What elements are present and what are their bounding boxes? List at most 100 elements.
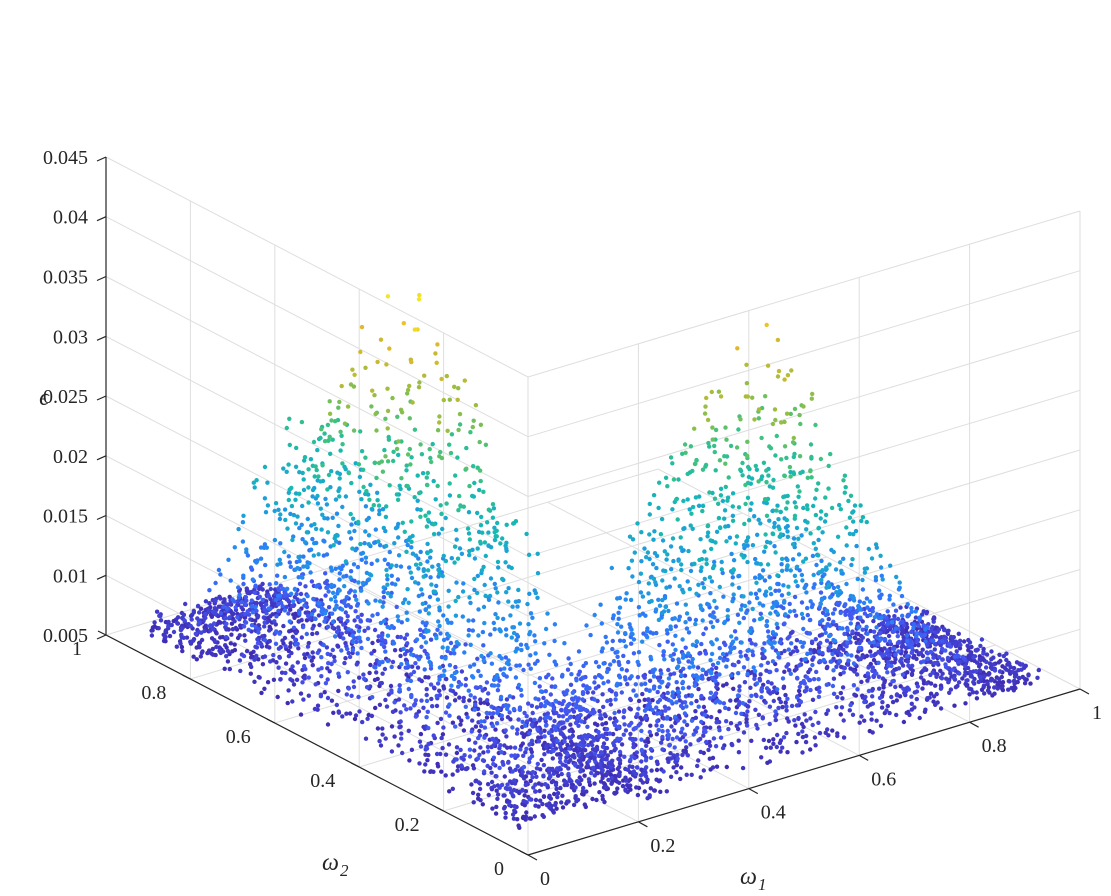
data-point <box>782 669 787 674</box>
data-point <box>749 501 754 506</box>
data-point <box>804 590 809 595</box>
data-point <box>495 590 500 595</box>
data-point <box>765 363 771 368</box>
data-point <box>903 650 909 655</box>
data-point <box>627 722 632 728</box>
data-point <box>552 638 557 644</box>
data-point <box>644 555 649 560</box>
data-point <box>277 557 282 562</box>
data-point <box>472 707 477 712</box>
data-point <box>617 758 623 763</box>
data-point <box>668 624 673 629</box>
data-point <box>562 725 567 730</box>
data-point <box>801 626 806 632</box>
data-point <box>723 461 728 466</box>
data-point <box>869 653 874 658</box>
data-point <box>526 662 531 667</box>
data-point <box>790 649 796 654</box>
data-point <box>797 568 802 573</box>
data-point <box>566 709 571 714</box>
data-point <box>277 587 282 593</box>
data-point <box>712 598 717 604</box>
data-point <box>467 552 472 558</box>
data-point <box>426 628 431 634</box>
data-point <box>850 611 855 616</box>
data-point <box>399 410 405 415</box>
data-point <box>224 621 229 626</box>
data-point <box>697 494 702 499</box>
data-point <box>450 720 456 725</box>
data-point <box>711 736 717 741</box>
data-point <box>428 682 434 687</box>
data-point <box>451 647 456 652</box>
data-point <box>244 648 250 654</box>
data-point <box>716 501 721 506</box>
data-point <box>717 646 722 651</box>
data-point <box>785 500 790 505</box>
data-point <box>293 611 298 616</box>
data-point <box>439 376 444 382</box>
data-point <box>920 647 925 652</box>
data-point <box>457 422 463 427</box>
data-point <box>473 702 478 707</box>
data-point <box>533 639 538 644</box>
data-point <box>738 467 743 472</box>
data-point <box>763 593 768 598</box>
data-point <box>538 702 544 707</box>
data-point <box>470 674 475 679</box>
data-point <box>503 655 508 660</box>
data-point <box>639 747 644 753</box>
data-point <box>481 564 486 570</box>
data-point <box>753 575 758 580</box>
data-point <box>503 560 508 565</box>
data-point <box>647 556 652 562</box>
data-point <box>463 683 468 688</box>
data-point <box>509 565 514 571</box>
data-point <box>511 630 517 636</box>
data-point <box>647 532 652 537</box>
data-point <box>808 599 813 604</box>
data-point <box>593 675 598 680</box>
data-point <box>501 793 506 798</box>
data-point <box>657 697 663 703</box>
data-point <box>566 771 571 777</box>
data-point <box>301 554 306 559</box>
data-point <box>852 503 858 508</box>
data-point <box>813 422 818 428</box>
data-point <box>773 417 778 423</box>
data-point <box>645 635 650 640</box>
data-point <box>306 485 311 490</box>
data-point <box>953 641 958 646</box>
data-point <box>775 611 780 616</box>
data-point <box>528 629 533 635</box>
data-point <box>466 633 471 638</box>
data-point <box>659 671 664 676</box>
data-point <box>762 641 767 646</box>
data-point <box>967 640 973 645</box>
data-point <box>232 619 237 624</box>
data-point <box>728 443 734 449</box>
data-point <box>566 799 571 804</box>
data-point <box>807 667 813 672</box>
data-point <box>623 788 628 793</box>
data-point <box>473 685 479 690</box>
data-point <box>485 698 490 703</box>
data-point <box>535 761 540 767</box>
data-point <box>486 691 491 696</box>
data-point <box>685 753 690 758</box>
data-point <box>721 594 726 599</box>
data-point <box>585 724 590 729</box>
data-point <box>586 732 591 738</box>
data-point <box>690 468 695 474</box>
data-point <box>426 725 431 731</box>
data-point <box>675 689 681 694</box>
data-point <box>167 633 173 639</box>
data-point <box>437 677 442 682</box>
data-point <box>760 603 766 608</box>
data-point <box>401 600 406 606</box>
data-point <box>305 610 310 615</box>
data-point <box>350 367 355 372</box>
data-point <box>915 639 920 644</box>
data-point <box>339 607 345 612</box>
data-point <box>466 618 471 623</box>
